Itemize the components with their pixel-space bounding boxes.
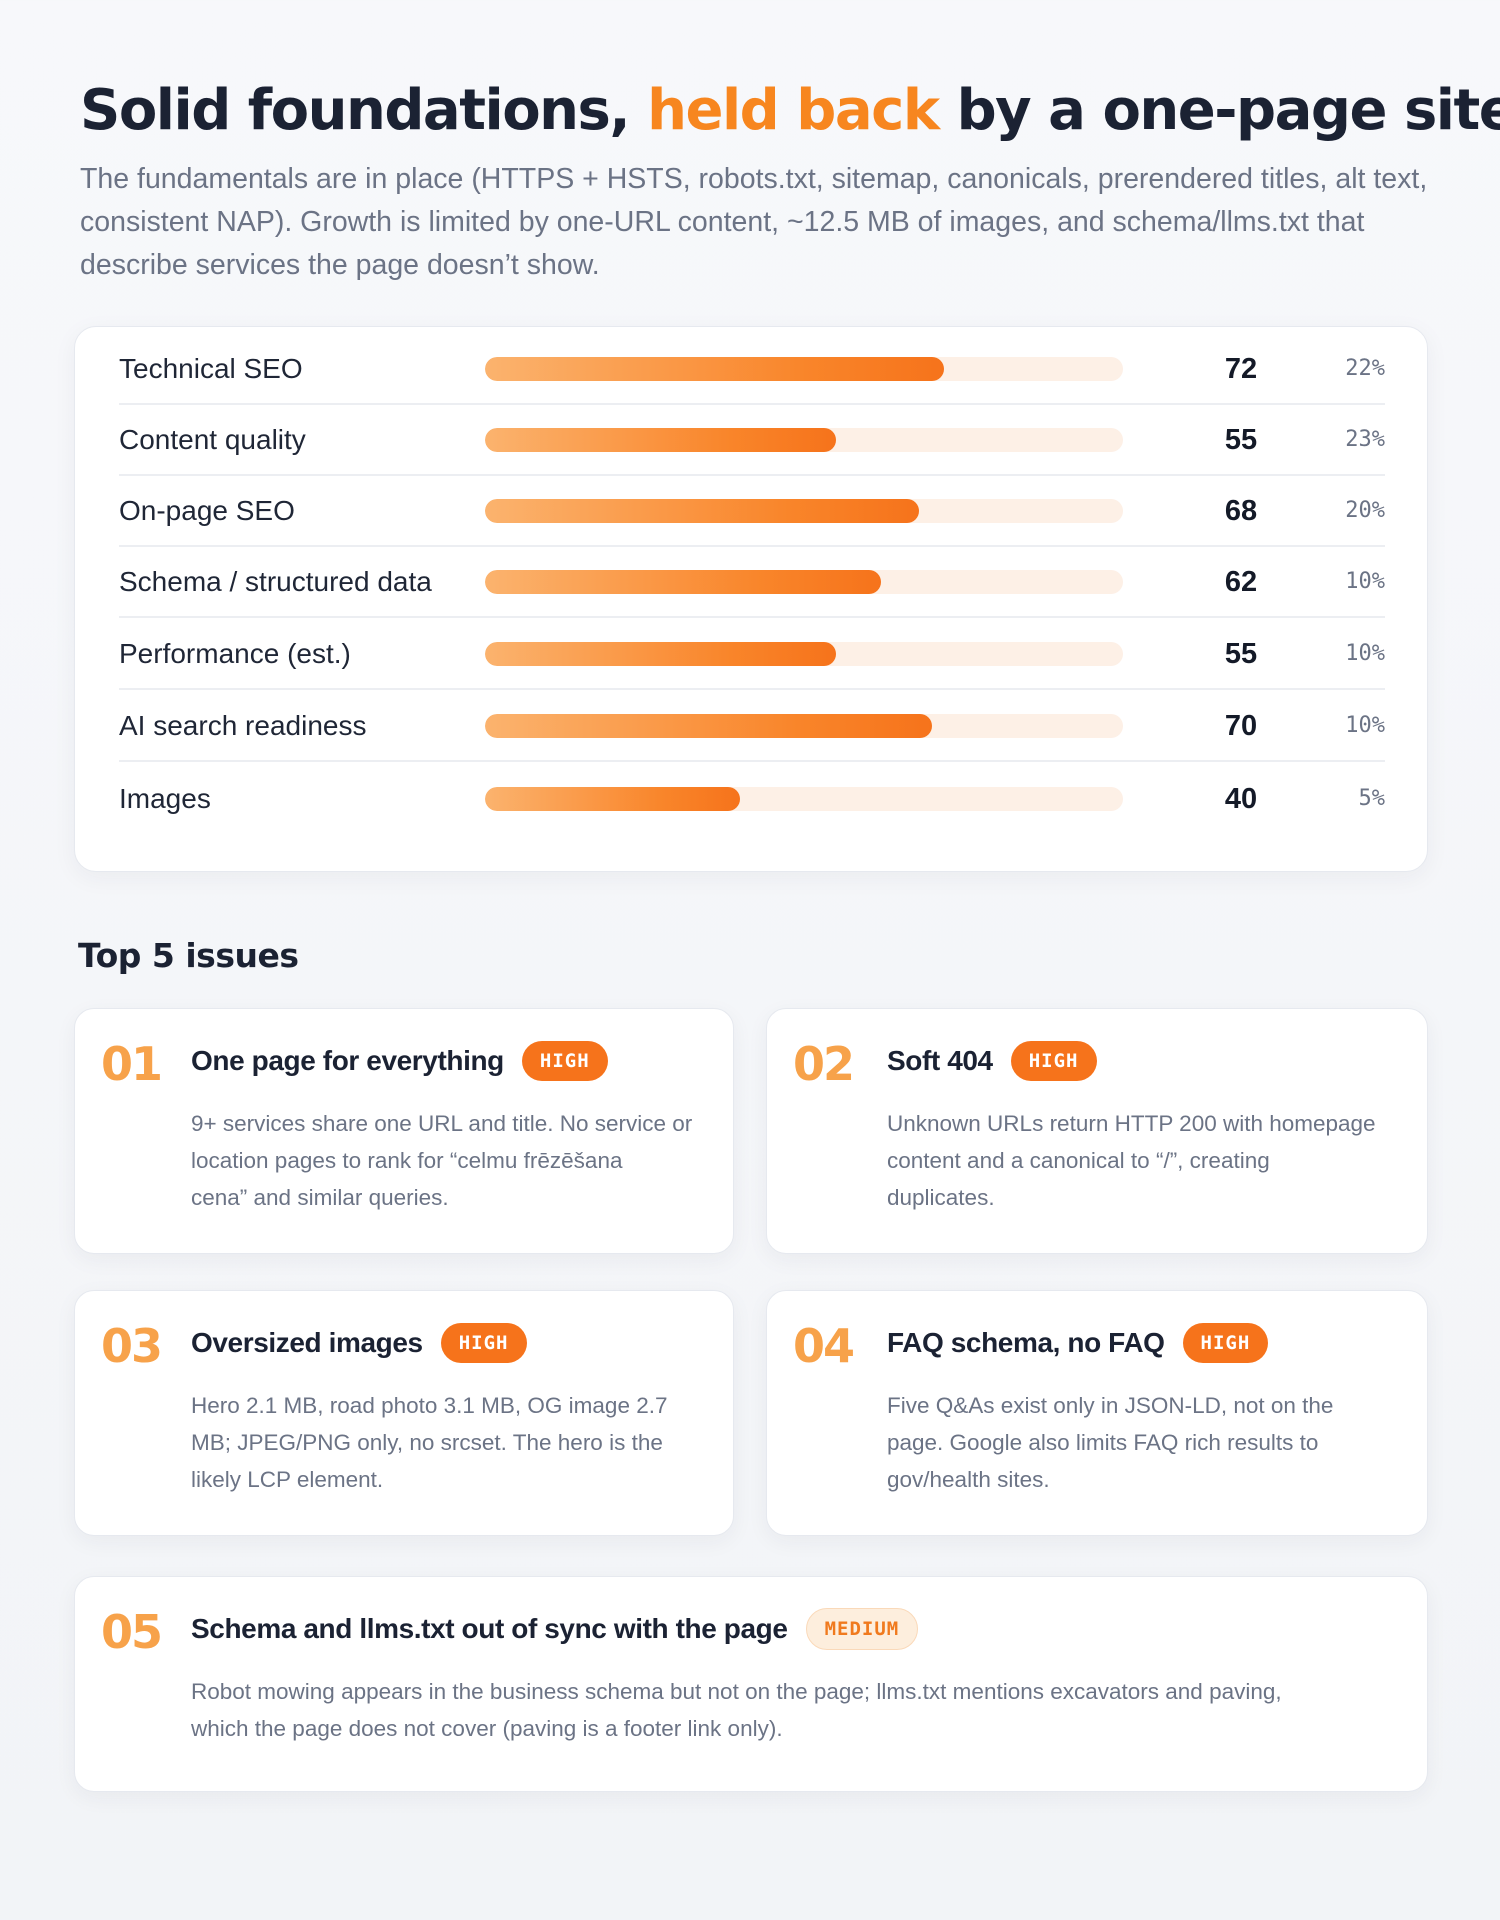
score-bar-track: [485, 714, 1123, 738]
issue-number: 05: [101, 1605, 163, 1659]
score-weight: 10%: [1345, 641, 1385, 666]
issue-header: Soft 404 HIGH: [887, 1039, 1097, 1083]
score-bar-track: [485, 357, 1123, 381]
score-label: Performance (est.): [119, 638, 351, 669]
score-label: Content quality: [119, 424, 306, 455]
score-row: Images 40 5%: [119, 763, 1385, 835]
issue-description-line: Hero 2.1 MB, road photo 3.1 MB, OG image…: [191, 1393, 668, 1418]
issue-number: 01: [101, 1037, 163, 1091]
score-label: Technical SEO: [119, 353, 303, 384]
score-value: 72: [1224, 353, 1258, 385]
issue-title: Soft 404: [887, 1045, 993, 1076]
issue-description: Unknown URLs return HTTP 200 with homepa…: [887, 1105, 1376, 1216]
score-weight: 5%: [1358, 786, 1386, 811]
score-bar-fill: [485, 570, 881, 594]
score-weight: 10%: [1345, 713, 1385, 738]
score-label: Images: [119, 783, 211, 814]
issue-number: 03: [101, 1319, 163, 1373]
score-bar-fill: [485, 787, 741, 811]
score-label: Schema / structured data: [119, 566, 432, 597]
issue-description: Robot mowing appears in the business sch…: [191, 1673, 1282, 1747]
score-row: On-page SEO 68 20%: [119, 475, 1385, 547]
issue-title: One page for everything: [191, 1045, 504, 1076]
score-row: AI search readiness 70 10%: [119, 690, 1385, 762]
issue-title: Schema and llms.txt out of sync with the…: [191, 1613, 788, 1644]
issue-title: FAQ schema, no FAQ: [887, 1327, 1165, 1358]
score-value: 55: [1224, 638, 1258, 670]
issue-description-line: Five Q&As exist only in JSON-LD, not on …: [887, 1393, 1334, 1418]
severity-badge: HIGH: [440, 1323, 527, 1363]
page-title: Solid foundations, held back by a one-pa…: [80, 78, 1500, 143]
score-bar-track: [485, 642, 1123, 666]
issue-header: One page for everything HIGH: [191, 1039, 608, 1083]
issue-description-line: content and a canonical to “/”, creating: [887, 1148, 1270, 1173]
issue-card: 05 Schema and llms.txt out of sync with t…: [74, 1576, 1428, 1792]
issue-description-line: MB; JPEG/PNG only, no srcset. The hero i…: [191, 1430, 663, 1455]
issue-card: 03 Oversized images HIGH Hero 2.1 MB, road …: [74, 1290, 734, 1536]
issue-description: 9+ services share one URL and title. No …: [191, 1105, 692, 1216]
score-weight: 20%: [1345, 498, 1385, 523]
score-value: 55: [1224, 424, 1258, 456]
score-weight: 22%: [1345, 356, 1385, 381]
issue-description-line: likely LCP element.: [191, 1467, 384, 1492]
score-row: Schema / structured data 62 10%: [119, 546, 1385, 618]
score-value: 62: [1224, 566, 1258, 598]
issue-card: 02 Soft 404 HIGH Unknown URLs return HTTP 2…: [766, 1008, 1428, 1254]
issue-number: 04: [793, 1319, 855, 1373]
intro-text: The fundamentals are in place (HTTPS + H…: [80, 163, 1428, 281]
score-value: 40: [1224, 783, 1258, 815]
issue-description-line: cena” and similar queries.: [191, 1185, 449, 1210]
score-weight: 10%: [1345, 569, 1385, 594]
score-row: Technical SEO 72 22%: [119, 333, 1385, 405]
issue-description-line: page. Google also limits FAQ rich result…: [887, 1430, 1319, 1455]
score-row: Performance (est.) 55 10%: [119, 618, 1385, 690]
score-bar-fill: [485, 499, 919, 523]
issue-description-line: 9+ services share one URL and title. No …: [191, 1111, 693, 1136]
issue-number: 02: [793, 1037, 855, 1091]
score-panel: Technical SEO 72 22% Content quality 55 23% On…: [74, 326, 1428, 872]
score-bar-fill: [485, 428, 836, 452]
title-suffix: by a one-page site: [938, 78, 1500, 143]
severity-badge: HIGH: [1182, 1323, 1269, 1363]
score-bar-track: [485, 499, 1123, 523]
issue-description-line: which the page does not cover (paving is…: [191, 1716, 783, 1741]
score-bar-fill: [485, 714, 932, 738]
issues-section-title: Top 5 issues: [78, 936, 299, 975]
score-bar-fill: [485, 642, 836, 666]
title-accent: held back: [647, 78, 940, 143]
severity-badge: MEDIUM: [805, 1608, 919, 1650]
issue-header: Oversized images HIGH: [191, 1321, 527, 1365]
score-label: AI search readiness: [119, 710, 367, 741]
issue-header: FAQ schema, no FAQ HIGH: [887, 1321, 1269, 1365]
score-bar-track: [485, 570, 1123, 594]
score-label: On-page SEO: [119, 495, 295, 526]
issue-description-line: Robot mowing appears in the business sch…: [191, 1679, 1282, 1704]
title-prefix: Solid foundations,: [80, 78, 648, 143]
issue-description-line: Unknown URLs return HTTP 200 with homepa…: [887, 1111, 1376, 1136]
issue-card: 01 One page for everything HIGH 9+ services…: [74, 1008, 734, 1254]
issue-description: Hero 2.1 MB, road photo 3.1 MB, OG image…: [191, 1387, 668, 1498]
issue-description-line: duplicates.: [887, 1185, 995, 1210]
issue-description-line: location pages to rank for “celmu frēzēš…: [191, 1148, 623, 1173]
issue-header: Schema and llms.txt out of sync with the…: [191, 1607, 919, 1651]
severity-badge: HIGH: [521, 1041, 608, 1081]
score-bar-track: [485, 428, 1123, 452]
issue-title: Oversized images: [191, 1327, 423, 1358]
issue-card: 04 FAQ schema, no FAQ HIGH Five Q&As exist …: [766, 1290, 1428, 1536]
score-value: 70: [1224, 710, 1258, 742]
score-row: Content quality 55 23%: [119, 404, 1385, 476]
severity-badge: HIGH: [1010, 1041, 1097, 1081]
score-bar-track: [485, 787, 1123, 811]
score-weight: 23%: [1345, 427, 1385, 452]
issue-description-line: gov/health sites.: [887, 1467, 1050, 1492]
score-bar-fill: [485, 357, 945, 381]
score-value: 68: [1224, 495, 1258, 527]
issue-description: Five Q&As exist only in JSON-LD, not on …: [887, 1387, 1333, 1498]
